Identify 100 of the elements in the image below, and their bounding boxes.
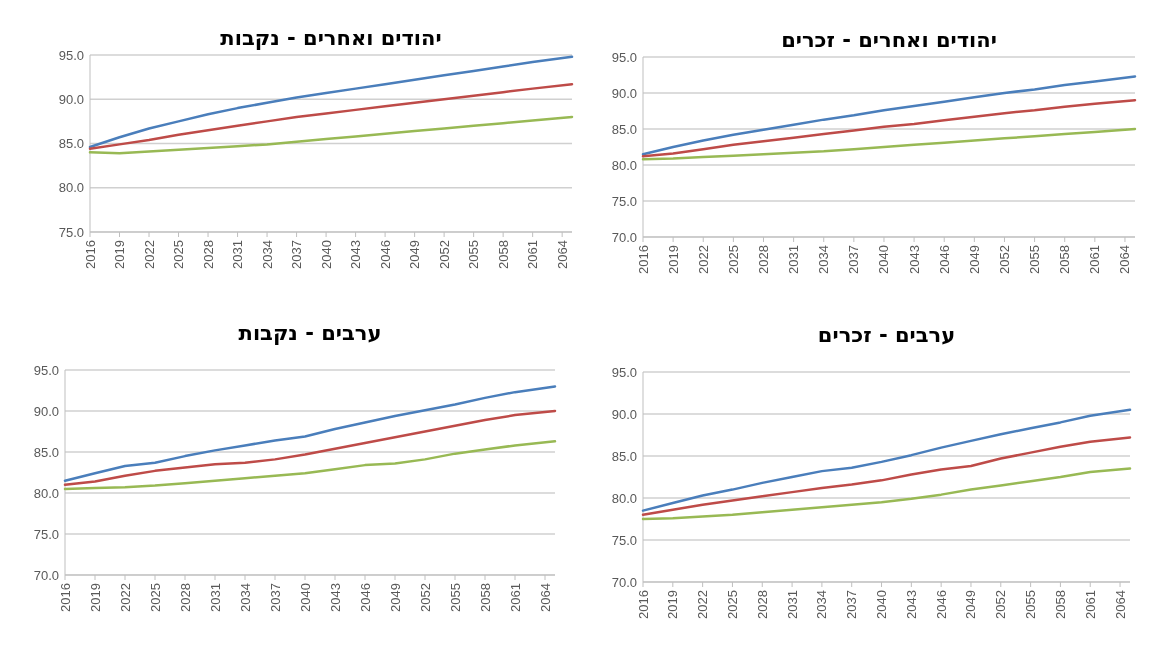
x-tick-label: 2025 — [147, 583, 163, 612]
x-tick-label: 2064 — [1112, 590, 1128, 619]
x-tick-label: 2058 — [495, 240, 511, 269]
y-tick-label: 80.0 — [58, 180, 84, 196]
x-tick-label: 2037 — [844, 590, 860, 619]
x-tick-label: 2022 — [117, 583, 133, 612]
x-tick-label: 2061 — [507, 583, 523, 612]
line-series — [88, 55, 574, 149]
x-tick-label: 2037 — [289, 240, 305, 269]
chart-title: ערבים - נקבות — [238, 321, 382, 345]
x-tick-label: 2016 — [57, 583, 73, 612]
y-tick-label: 90.0 — [58, 91, 84, 107]
x-tick-label: 2049 — [407, 240, 423, 269]
x-tick-label: 2064 — [1117, 245, 1133, 274]
line-series — [63, 409, 557, 487]
x-tick-label: 2055 — [447, 583, 463, 612]
x-tick-label: 2031 — [230, 240, 246, 269]
x-tick-label: 2058 — [477, 583, 493, 612]
x-tick-label: 2028 — [755, 245, 771, 274]
line-series — [641, 408, 1132, 512]
x-tick-label: 2046 — [357, 583, 373, 612]
x-tick-label: 2046 — [377, 240, 393, 269]
y-tick-label: 90.0 — [611, 85, 637, 101]
x-tick-label: 2016 — [635, 245, 651, 274]
x-tick-label: 2055 — [1023, 590, 1039, 619]
x-tick-label: 2028 — [754, 590, 770, 619]
x-tick-label: 2022 — [695, 590, 711, 619]
x-tick-label: 2016 — [82, 240, 98, 269]
x-tick-label: 2019 — [665, 245, 681, 274]
y-tick-label: 85.0 — [611, 121, 637, 137]
x-tick-label: 2031 — [207, 583, 223, 612]
line-series — [641, 127, 1137, 161]
x-tick-label: 2061 — [525, 240, 541, 269]
y-tick-label: 75.0 — [611, 532, 637, 548]
x-tick-label: 2064 — [537, 583, 553, 612]
x-tick-label: 2034 — [259, 240, 275, 269]
y-tick-label: 85.0 — [611, 448, 637, 464]
line-series — [641, 98, 1137, 158]
x-tick-label: 2058 — [1057, 245, 1073, 274]
x-tick-label: 2046 — [933, 590, 949, 619]
line-series — [641, 75, 1137, 156]
x-tick-label: 2055 — [466, 240, 482, 269]
x-tick-label: 2049 — [963, 590, 979, 619]
x-tick-label: 2025 — [171, 240, 187, 269]
x-tick-label: 2031 — [784, 590, 800, 619]
x-tick-label: 2055 — [1027, 245, 1043, 274]
x-tick-label: 2040 — [297, 583, 313, 612]
y-tick-label: 95.0 — [611, 364, 637, 380]
line-series — [63, 385, 557, 482]
x-tick-label: 2052 — [996, 245, 1012, 274]
x-tick-label: 2016 — [635, 590, 651, 619]
y-tick-label: 75.0 — [33, 526, 59, 542]
x-tick-label: 2025 — [724, 590, 740, 619]
x-tick-label: 2043 — [348, 240, 364, 269]
x-tick-label: 2052 — [436, 240, 452, 269]
y-tick-label: 95.0 — [611, 49, 637, 65]
x-tick-label: 2028 — [177, 583, 193, 612]
x-tick-label: 2061 — [1087, 245, 1103, 274]
x-tick-label: 2040 — [874, 590, 890, 619]
x-tick-label: 2049 — [387, 583, 403, 612]
x-tick-label: 2040 — [876, 245, 892, 274]
chart-title: יהודים ואחרים - זכרים — [781, 28, 997, 52]
x-tick-label: 2052 — [417, 583, 433, 612]
y-tick-label: 95.0 — [33, 362, 59, 378]
line-series — [641, 436, 1132, 517]
x-tick-label: 2034 — [814, 590, 830, 619]
x-tick-label: 2022 — [141, 240, 157, 269]
y-tick-label: 70.0 — [33, 567, 59, 583]
x-tick-label: 2049 — [966, 245, 982, 274]
x-tick-label: 2043 — [906, 245, 922, 274]
y-tick-label: 85.0 — [33, 444, 59, 460]
y-tick-label: 75.0 — [611, 193, 637, 209]
chart-title: יהודים ואחרים - נקבות — [220, 26, 442, 50]
x-tick-label: 2031 — [786, 245, 802, 274]
x-tick-label: 2034 — [816, 245, 832, 274]
y-tick-label: 90.0 — [611, 406, 637, 422]
y-tick-label: 95.0 — [58, 47, 84, 63]
x-tick-label: 2040 — [318, 240, 334, 269]
y-tick-label: 75.0 — [58, 224, 84, 240]
y-tick-label: 80.0 — [611, 157, 637, 173]
x-tick-label: 2058 — [1052, 590, 1068, 619]
x-tick-label: 2028 — [200, 240, 216, 269]
x-tick-label: 2043 — [327, 583, 343, 612]
x-tick-label: 2061 — [1082, 590, 1098, 619]
line-series — [88, 82, 574, 151]
y-tick-label: 80.0 — [33, 485, 59, 501]
x-tick-label: 2019 — [87, 583, 103, 612]
x-tick-label: 2037 — [267, 583, 283, 612]
chart-title: ערבים - זכרים — [817, 323, 956, 347]
line-series — [88, 115, 574, 155]
x-tick-label: 2037 — [846, 245, 862, 274]
x-tick-label: 2019 — [665, 590, 681, 619]
y-tick-label: 85.0 — [58, 136, 84, 151]
x-tick-label: 2046 — [936, 245, 952, 274]
y-tick-label: 70.0 — [611, 574, 637, 590]
x-tick-label: 2064 — [554, 240, 570, 269]
y-tick-label: 70.0 — [611, 229, 637, 245]
y-tick-label: 80.0 — [611, 490, 637, 506]
x-tick-label: 2052 — [993, 590, 1009, 619]
x-tick-label: 2034 — [237, 583, 253, 612]
